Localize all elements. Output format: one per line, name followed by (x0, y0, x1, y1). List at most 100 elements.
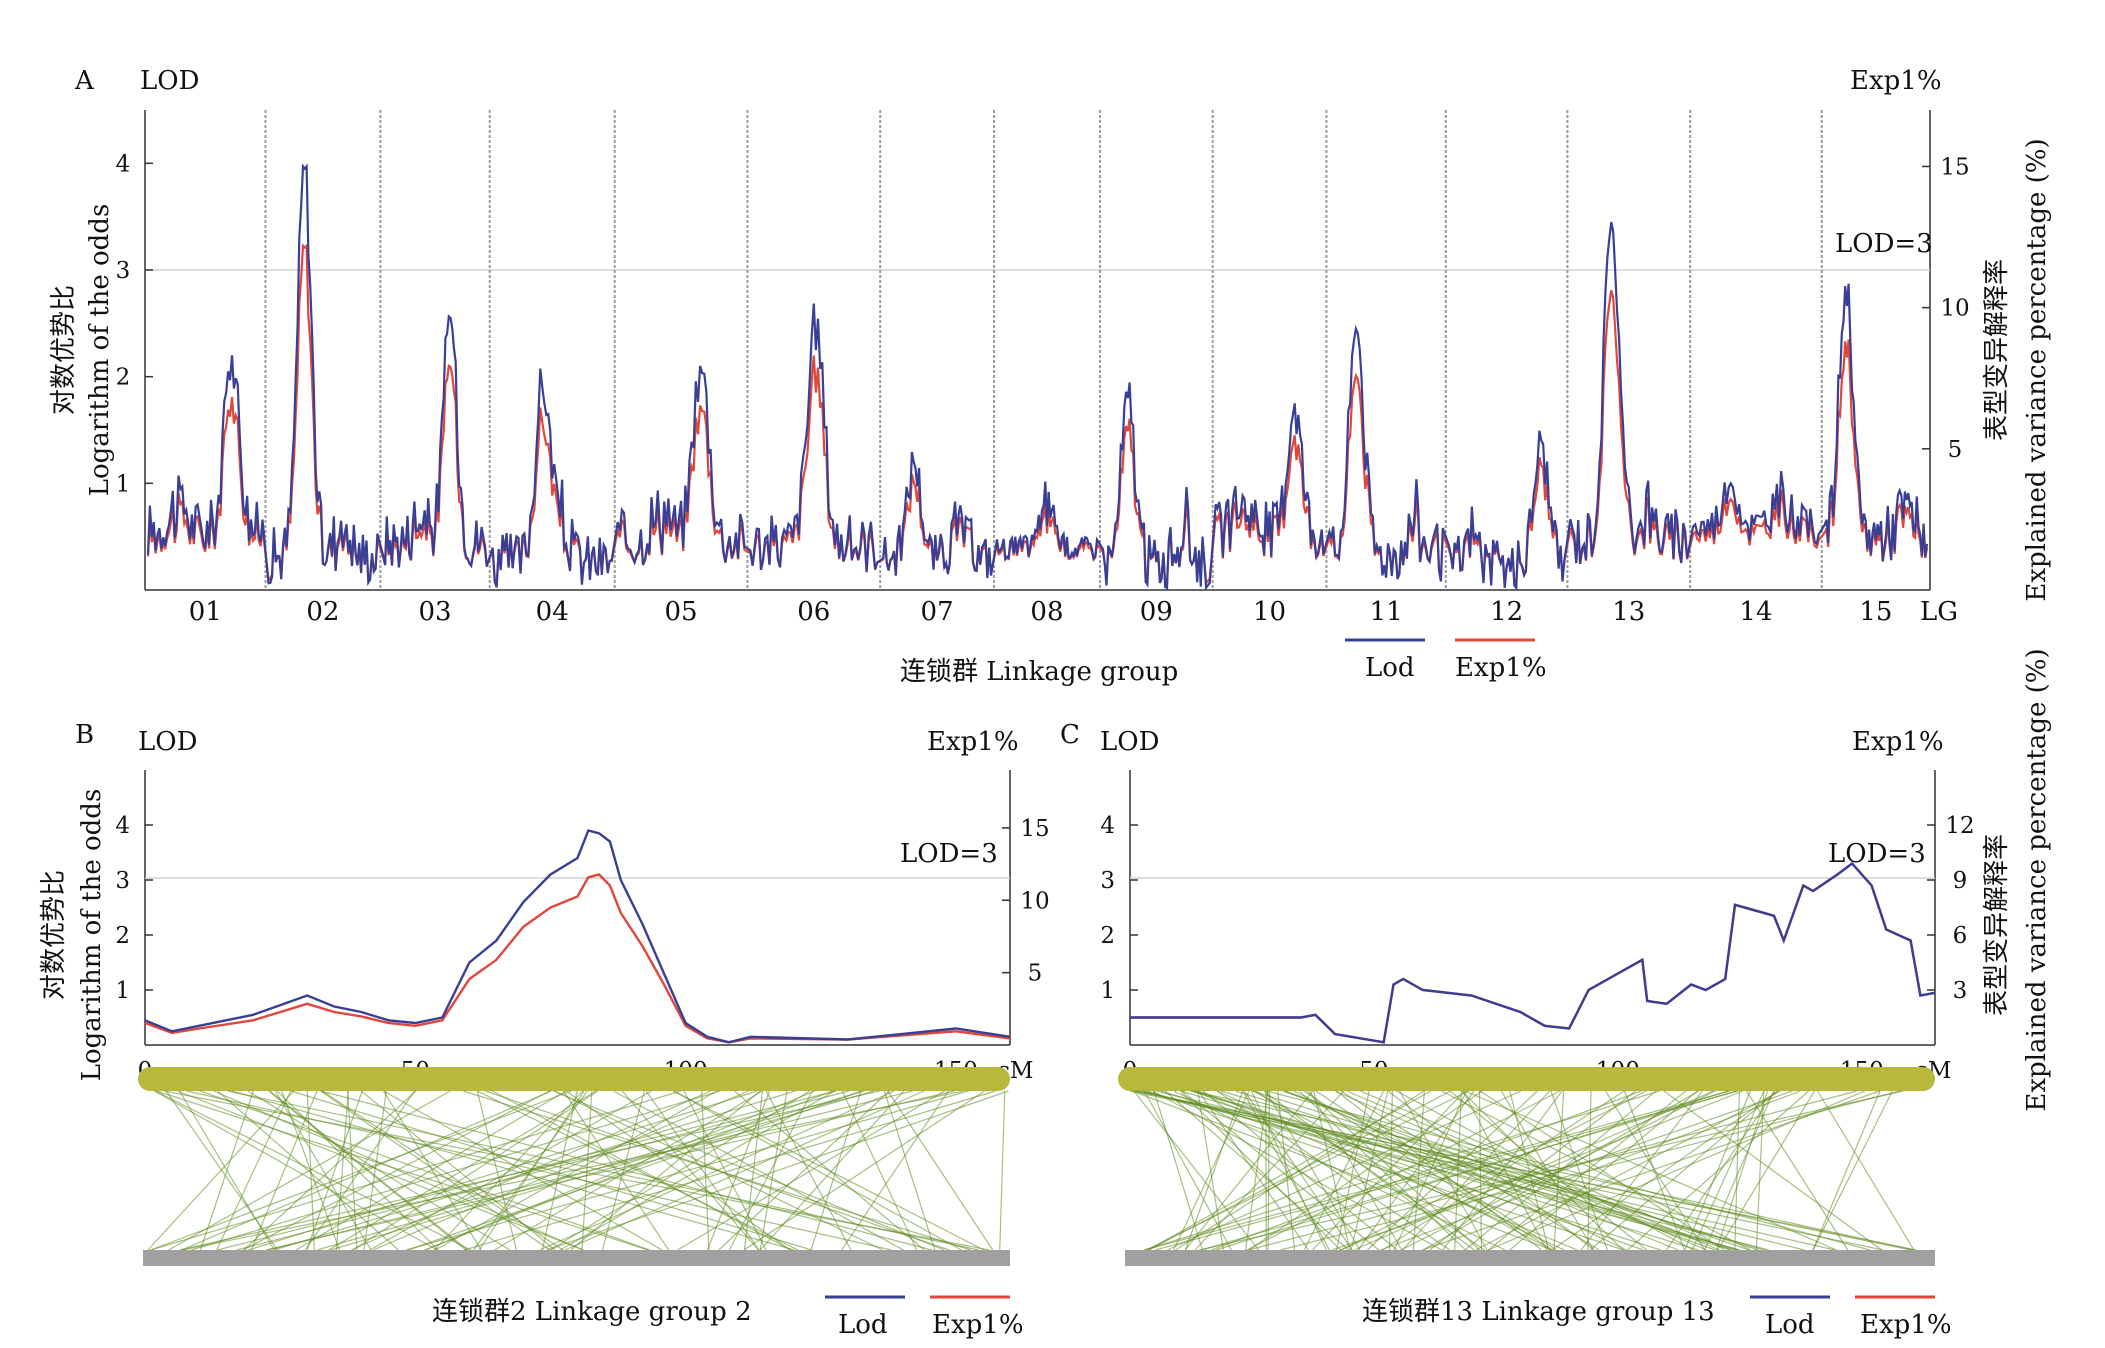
marker-link-line (1335, 1090, 1370, 1251)
group-label: 07 (921, 597, 954, 627)
marker-link-line (1382, 1090, 1625, 1251)
marker-link-line (1132, 1090, 1552, 1251)
group-label: 11 (1370, 597, 1403, 627)
panel-a-threshold-label: LOD=3 (1835, 229, 1933, 259)
y2-tick-label: 15 (1940, 154, 1969, 180)
panel-a-exp-title: Exp1% (1850, 66, 1942, 96)
marker-link-line (1197, 1090, 1309, 1251)
group-label: 01 (189, 597, 222, 627)
marker-link-line (564, 1090, 925, 1251)
panel-b-threshold-label: LOD=3 (900, 839, 998, 869)
group-label: 14 (1739, 597, 1772, 627)
marker-link-line (810, 1090, 862, 1251)
marker-link-line (290, 1090, 812, 1251)
marker-link-line (841, 1090, 918, 1251)
marker-link-line (363, 1090, 387, 1251)
panel-b-physical-map (143, 1250, 1010, 1266)
y-tick-label: 1 (115, 978, 130, 1004)
marker-link-line (621, 1090, 759, 1251)
marker-link-line (476, 1090, 517, 1251)
marker-link-line (150, 1090, 572, 1251)
marker-link-line (1551, 1090, 1779, 1251)
series-lod-line (1130, 861, 1936, 1044)
marker-link-line (1144, 1090, 1740, 1251)
marker-link-line (1248, 1090, 1858, 1251)
legend-lod-label: Lod (838, 1310, 888, 1340)
panel-c-y-ticks: 1 2 3 4 (1100, 813, 1138, 1004)
marker-link-line (765, 1090, 852, 1251)
y-tick-label: 1 (1100, 978, 1115, 1004)
y2-tick-label: 6 (1953, 923, 1968, 949)
marker-link-line (1817, 1090, 1915, 1251)
marker-link-line (883, 1090, 936, 1251)
marker-link-line (1441, 1090, 1751, 1251)
panel-a-lod-title: LOD (140, 66, 199, 96)
marker-link-line (1734, 1090, 1740, 1251)
marker-link-line (473, 1090, 588, 1251)
group-label: 15 (1859, 597, 1892, 627)
group-label: 05 (665, 597, 698, 627)
marker-link-line (1256, 1090, 1485, 1251)
marker-link-line (701, 1090, 710, 1251)
marker-link-line (213, 1090, 584, 1251)
marker-link-line (1357, 1090, 1475, 1251)
marker-link-line (1309, 1090, 1403, 1251)
marker-link-line (295, 1090, 567, 1251)
marker-link-line (1331, 1090, 1793, 1251)
marker-link-line (1220, 1090, 1765, 1251)
marker-link-line (156, 1090, 649, 1251)
marker-link-line (181, 1090, 552, 1251)
marker-link-line (1141, 1090, 1770, 1251)
series-lod-line (144, 829, 1011, 1044)
y2-tick-label: 9 (1953, 868, 1968, 894)
marker-link-line (677, 1090, 945, 1251)
y-tick-label: 4 (115, 813, 130, 839)
marker-link-line (231, 1090, 795, 1251)
panel-a-x-title: 连锁群 Linkage group (900, 657, 1178, 687)
marker-link-line (335, 1090, 349, 1251)
marker-link-line (1312, 1090, 1466, 1251)
marker-link-line (273, 1090, 796, 1251)
panel-a-group-labels: 01 02 03 04 05 06 07 08 09 10 11 12 13 14 15 (189, 597, 1893, 627)
y-tick-label: 2 (116, 365, 131, 391)
marker-link-line (463, 1090, 971, 1251)
marker-link-line (1380, 1090, 1801, 1251)
marker-link-line (182, 1090, 964, 1251)
marker-link-line (1488, 1090, 1687, 1251)
panel-c-letter: C (1060, 720, 1080, 750)
y2-tick-label: 12 (1945, 813, 1974, 839)
group-label: 04 (536, 597, 569, 627)
marker-link-line (199, 1090, 254, 1251)
marker-link-line (372, 1090, 749, 1251)
panel-c-lod-title: LOD (1100, 727, 1159, 757)
marker-link-line (478, 1090, 585, 1251)
group-label: 02 (306, 597, 339, 627)
panel-c-legend: Lod Exp1% (1750, 1295, 1952, 1340)
marker-link-line (1242, 1090, 1331, 1251)
series-exp1-line (144, 873, 1011, 1044)
marker-link-line (1605, 1090, 1706, 1251)
marker-link-line (320, 1090, 551, 1251)
panel-c-y2-ticks: 3 6 9 12 (1927, 813, 1975, 1004)
marker-link-line (1461, 1090, 1624, 1251)
panel-a-group-separators (264, 110, 1823, 590)
panel-b-lod-title: LOD (138, 727, 197, 757)
marker-link-line (1250, 1090, 1327, 1251)
marker-link-line (1181, 1090, 1380, 1251)
panel-b-legend: Lod Exp1% (825, 1295, 1024, 1340)
marker-link-line (216, 1090, 292, 1251)
marker-link-line (191, 1090, 721, 1251)
marker-link-line (464, 1090, 996, 1251)
marker-link-line (155, 1090, 472, 1251)
panel-a-letter: A (74, 66, 95, 96)
y-tick-label: 4 (116, 151, 131, 177)
marker-link-line (1201, 1090, 1737, 1251)
group-label: 03 (419, 597, 452, 627)
marker-link-line (1755, 1090, 1765, 1251)
panel-b-chromosome-bar (138, 1067, 1010, 1091)
panel-a-y2-ticks: 5 10 15 (1922, 154, 1970, 463)
group-label: 06 (797, 597, 830, 627)
panel-a-ylabel-cn: 对数优势比 (49, 285, 79, 415)
